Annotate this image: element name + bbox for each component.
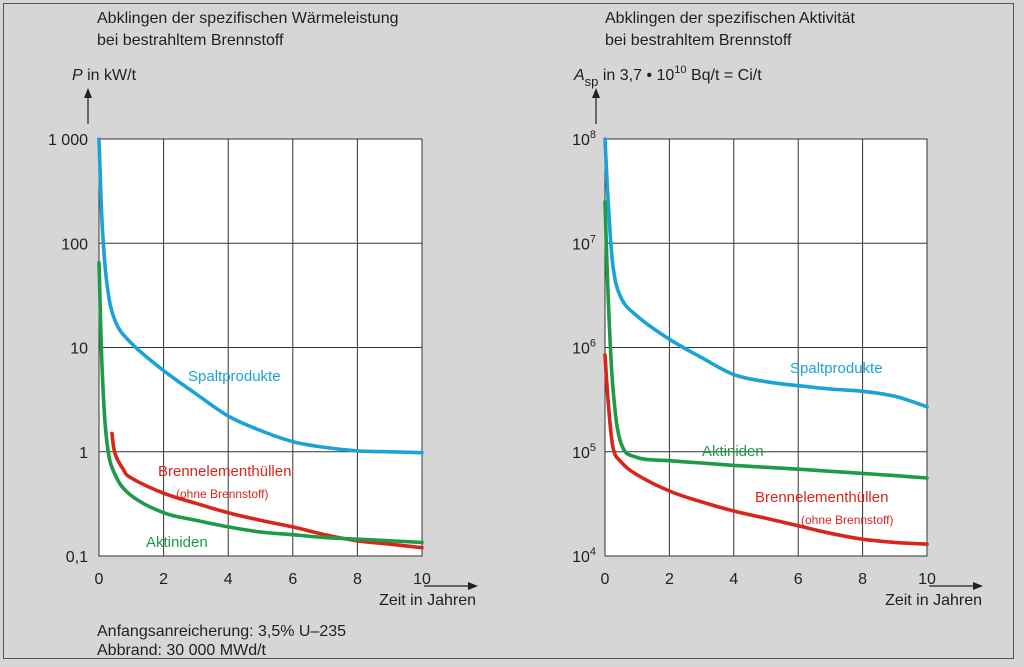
- y-tick-label: 100: [61, 236, 88, 253]
- x-tick-label: 10: [413, 571, 431, 588]
- x-axis-arrowhead: [973, 582, 983, 590]
- y-tick-label: 104: [572, 546, 596, 566]
- x-tick-label: 2: [665, 571, 674, 588]
- y-tick-label: 10: [70, 341, 88, 358]
- x-axis-label: Zeit in Jahren: [379, 592, 476, 609]
- x-tick-label: 10: [918, 571, 936, 588]
- x-axis-arrowhead: [468, 582, 478, 590]
- figure-frame: [3, 3, 1014, 659]
- plot-border: [604, 138, 928, 557]
- x-tick-label: 0: [601, 571, 610, 588]
- series-label-huellen: (ohne Brennstoff): [801, 513, 894, 527]
- series-line-huellen: [603, 353, 929, 546]
- x-tick-label: 2: [159, 571, 168, 588]
- x-tick-label: 6: [794, 571, 803, 588]
- y-tick-label: 105: [572, 442, 596, 462]
- y-tick-label: 106: [572, 338, 596, 358]
- chart-title-line: bei bestrahltem Brennstoff: [605, 32, 792, 49]
- y-tick-label: 1 000: [48, 132, 88, 149]
- series-line-spaltprodukte: [97, 137, 424, 455]
- series-label-huellen: Brennelementhüllen: [755, 489, 888, 506]
- series-label-huellen: Brennelementhüllen: [158, 463, 291, 480]
- series-label-aktiniden: Aktiniden: [702, 443, 764, 460]
- y-tick-label: 1: [79, 445, 88, 462]
- series-label-huellen: (ohne Brennstoff): [176, 487, 269, 501]
- series-label-spaltprodukte: Spaltprodukte: [188, 368, 281, 385]
- x-tick-label: 6: [288, 571, 297, 588]
- y-axis-arrowhead: [592, 88, 600, 98]
- x-axis-label: Zeit in Jahren: [885, 592, 982, 609]
- series-line-aktiniden: [603, 200, 929, 480]
- chart-aktivitaet: Abklingen der spezifischen Aktivität bei …: [572, 10, 983, 609]
- y-tick-label: 0,1: [66, 549, 88, 566]
- chart-waermeleistung: Abklingen der spezifischen Wärmeleistung…: [48, 10, 478, 609]
- y-axis-label: P in kW/t: [72, 67, 137, 84]
- series-line-aktiniden: [97, 261, 424, 545]
- y-axis-label: Asp in 3,7 • 1010 Bq/t = Ci/t: [573, 64, 762, 89]
- x-tick-label: 0: [95, 571, 104, 588]
- series-label-spaltprodukte: Spaltprodukte: [790, 360, 883, 377]
- y-axis-arrowhead: [84, 88, 92, 98]
- x-tick-label: 8: [858, 571, 867, 588]
- plot-border: [98, 138, 423, 557]
- chart-title-line: Abklingen der spezifischen Wärmeleistung: [97, 10, 398, 27]
- chart-title-line: Abklingen der spezifischen Aktivität: [605, 10, 855, 27]
- x-tick-label: 4: [224, 571, 233, 588]
- x-tick-label: 4: [729, 571, 738, 588]
- chart-title-line: bei bestrahltem Brennstoff: [97, 32, 284, 49]
- x-tick-label: 8: [353, 571, 362, 588]
- y-tick-label: 107: [572, 233, 596, 253]
- series-line-spaltprodukte: [603, 137, 929, 409]
- note-anreicherung: Anfangsanreicherung: 3,5% U–235: [97, 623, 347, 640]
- note-abbrand: Abbrand: 30 000 MWd/t: [97, 642, 266, 659]
- series-label-aktiniden: Aktiniden: [146, 534, 208, 551]
- y-tick-label: 108: [572, 129, 596, 149]
